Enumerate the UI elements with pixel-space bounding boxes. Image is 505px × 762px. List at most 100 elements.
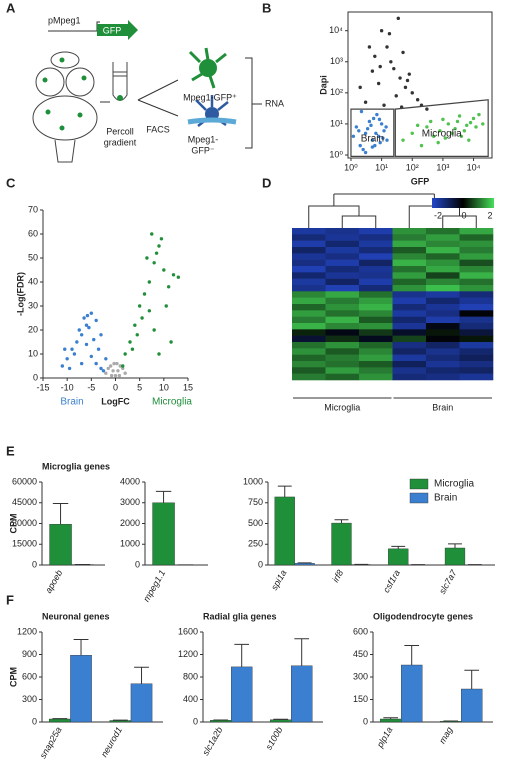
point bbox=[471, 116, 476, 121]
point bbox=[389, 60, 393, 64]
heatmap-cell bbox=[392, 335, 427, 343]
heatmap-cell bbox=[459, 316, 494, 324]
point bbox=[379, 122, 384, 126]
heatmap-cell bbox=[426, 240, 460, 248]
point bbox=[363, 131, 368, 135]
cell-process bbox=[187, 117, 237, 125]
heatmap-cell bbox=[392, 253, 427, 260]
point bbox=[410, 91, 414, 95]
group-label: Microglia bbox=[324, 402, 360, 412]
axes bbox=[42, 210, 188, 379]
y-tick-label: 10³ bbox=[330, 56, 343, 66]
x-tick-label: snap25a bbox=[38, 725, 64, 760]
point bbox=[75, 340, 79, 344]
heatmap-cell bbox=[459, 323, 494, 330]
point bbox=[89, 354, 94, 359]
point bbox=[63, 347, 67, 351]
point bbox=[446, 122, 451, 126]
heatmap-cell bbox=[459, 234, 494, 241]
point bbox=[373, 54, 377, 59]
colorbar-tick-label: 2 bbox=[487, 210, 492, 220]
bar bbox=[109, 720, 132, 723]
point bbox=[104, 371, 108, 375]
heatmap-cell bbox=[292, 272, 326, 279]
point bbox=[459, 134, 464, 138]
cell-body bbox=[199, 59, 217, 77]
heatmap-cell bbox=[359, 272, 393, 279]
heatmap-cell bbox=[292, 291, 326, 298]
heatmap-cell bbox=[459, 285, 494, 292]
y-tick-label: 0 bbox=[135, 559, 140, 569]
panel-label: C bbox=[6, 175, 16, 190]
heatmap-cell bbox=[359, 285, 393, 292]
point bbox=[403, 85, 408, 90]
point bbox=[157, 352, 161, 356]
heatmap-cell bbox=[292, 348, 326, 355]
x-tick-label: mpeg1.1 bbox=[141, 568, 167, 603]
point bbox=[375, 112, 379, 117]
point bbox=[474, 125, 478, 129]
reporter-label: GFP bbox=[103, 25, 122, 35]
heatmap-cell bbox=[426, 304, 460, 311]
y-tick-label: 10 bbox=[28, 348, 38, 358]
y-tick-label: 60 bbox=[28, 228, 38, 238]
point bbox=[77, 328, 81, 332]
y-axis-label: Dapi bbox=[318, 75, 328, 95]
x-tick-label: 10² bbox=[406, 162, 419, 172]
heatmap-cell bbox=[392, 240, 427, 248]
heatmap-cell bbox=[426, 266, 460, 273]
point bbox=[99, 366, 103, 371]
point bbox=[441, 117, 445, 122]
y-tick-label: 1000 bbox=[120, 539, 140, 549]
x-tick-label: 10⁴ bbox=[467, 162, 481, 172]
tube-pellet bbox=[117, 95, 123, 101]
point bbox=[147, 280, 152, 284]
heatmap-cell bbox=[459, 266, 494, 273]
point bbox=[79, 361, 84, 366]
cell-dot bbox=[45, 109, 51, 115]
heatmap-cell bbox=[392, 354, 427, 362]
heatmap-cell bbox=[292, 247, 326, 254]
point bbox=[79, 333, 84, 337]
heatmap-cell bbox=[426, 316, 460, 324]
heatmap-cell bbox=[325, 285, 360, 292]
heatmap-cell bbox=[392, 272, 427, 279]
heatmap-cell bbox=[325, 291, 360, 298]
point bbox=[379, 29, 384, 33]
y-tick-label: 10¹ bbox=[330, 118, 343, 128]
point bbox=[398, 76, 402, 80]
heatmap-cell bbox=[359, 348, 393, 355]
heatmap-cell bbox=[325, 342, 360, 349]
heatmap-cell bbox=[359, 342, 393, 349]
heatmap-cell bbox=[325, 367, 360, 374]
heatmap-cell bbox=[426, 361, 460, 368]
point bbox=[111, 369, 115, 373]
point bbox=[152, 328, 156, 332]
y-tick-label: 2000 bbox=[120, 518, 140, 528]
point bbox=[401, 50, 405, 55]
heatmap-cell bbox=[325, 335, 360, 343]
point bbox=[67, 366, 72, 371]
point bbox=[370, 69, 375, 73]
heatmap-cell bbox=[392, 323, 427, 330]
heatmap-cell bbox=[292, 228, 326, 235]
y-tick-label: 300 bbox=[353, 671, 368, 681]
heatmap-cell bbox=[459, 291, 494, 298]
chart-title: Neuronal genes bbox=[42, 611, 110, 621]
heatmap-cell bbox=[426, 285, 460, 292]
heatmap-cell bbox=[392, 278, 427, 286]
heatmap-cell bbox=[426, 272, 460, 279]
point bbox=[363, 150, 368, 155]
heatmap-cell bbox=[292, 253, 326, 260]
heatmap-cell bbox=[392, 367, 427, 374]
x-tick-label: plp1a bbox=[374, 725, 394, 750]
error-bar bbox=[334, 519, 349, 524]
bracket bbox=[245, 57, 253, 149]
heatmap-cell bbox=[359, 291, 393, 298]
point bbox=[171, 273, 176, 277]
heatmap-cell bbox=[426, 373, 460, 381]
gate bbox=[350, 108, 395, 158]
heatmap-cell bbox=[426, 323, 460, 330]
point bbox=[113, 373, 118, 378]
y-tick-label: 0 bbox=[258, 559, 263, 569]
